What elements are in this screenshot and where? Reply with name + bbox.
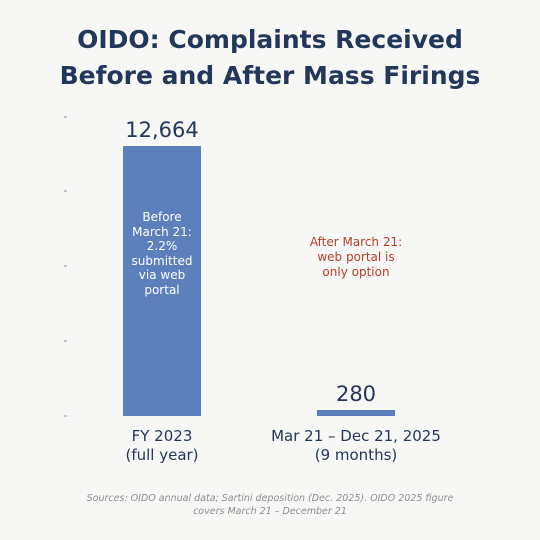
category-label-0-0: FY 2023 — [132, 427, 193, 445]
after-annotation-line: After March 21: — [309, 235, 403, 249]
bar-value-label-0: 12,664 — [125, 118, 198, 142]
source-note: Sources: OIDO annual data; Sartini depos… — [60, 492, 480, 518]
before-annotation-line: March 21: — [132, 224, 192, 239]
after-annotation-line: only option — [322, 265, 390, 279]
before-annotation-line: 2.2% — [146, 239, 178, 253]
before-annotation-line: Before — [142, 210, 182, 224]
source-line: covers March 21 – December 21 — [193, 506, 347, 517]
chart-title-line-1: OIDO: Complaints Received — [77, 25, 463, 54]
value-labels: 12,664 280 — [125, 118, 376, 406]
category-labels: FY 2023(full year) Mar 21 – Dec 21, 2025(… — [125, 427, 440, 464]
chart-title-line-2: Before and After Mass Firings — [59, 61, 481, 90]
category-label-1-1: (9 months) — [315, 446, 398, 464]
y-axis-ticks — [64, 116, 67, 417]
before-annotation-line: via web — [138, 268, 186, 282]
chart-title: OIDO: Complaints Received Before and Aft… — [0, 22, 540, 94]
source-line: Sources: OIDO annual data; Sartini depos… — [86, 493, 454, 504]
bar-1 — [317, 410, 395, 416]
category-label-0-1: (full year) — [125, 446, 198, 464]
bar-0 — [123, 146, 201, 416]
after-annotation: After March 21: web portal is only optio… — [296, 235, 416, 280]
bars — [123, 146, 395, 416]
before-annotation-line: portal — [144, 282, 180, 297]
before-annotation: Before March 21: 2.2% submitted via web … — [127, 210, 197, 297]
after-annotation-line: web portal is — [317, 250, 395, 264]
category-label-1-0: Mar 21 – Dec 21, 2025 — [271, 427, 441, 445]
bar-value-label-1: 280 — [336, 382, 376, 406]
before-annotation-line: submitted — [131, 253, 193, 268]
